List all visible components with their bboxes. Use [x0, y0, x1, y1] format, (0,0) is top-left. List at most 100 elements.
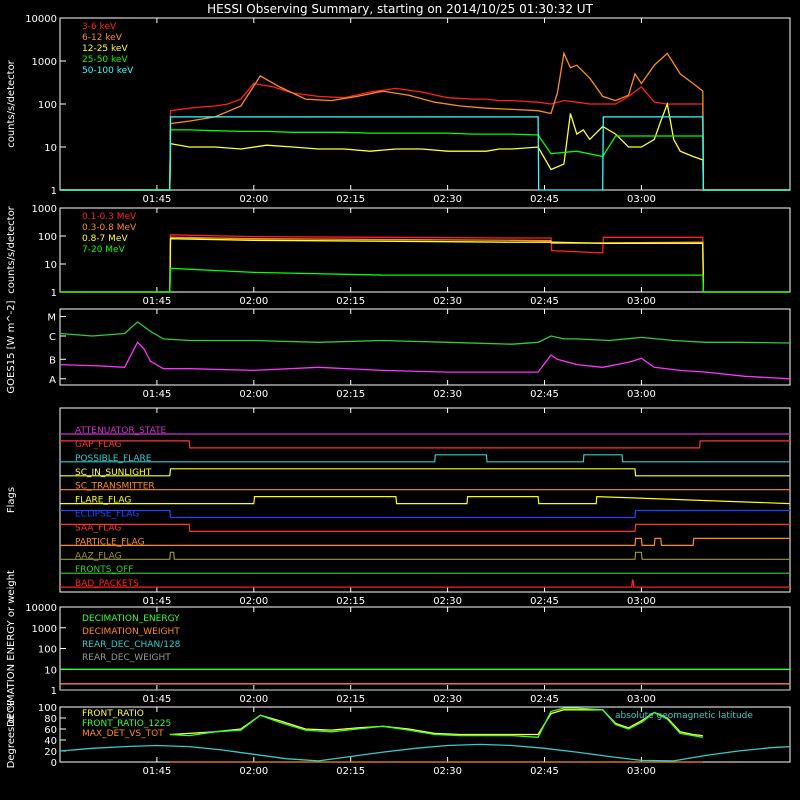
- legend-entry: absolute geomagnetic latitude: [615, 711, 753, 721]
- y-tick-label: 1000: [32, 204, 57, 215]
- goes-class-label: B: [49, 355, 56, 366]
- goes-class-label: A: [49, 375, 56, 386]
- x-tick-label: 02:30: [433, 596, 462, 607]
- x-tick-label: 02:15: [336, 694, 365, 705]
- x-tick-label: 02:45: [530, 194, 559, 205]
- x-tick-label: 02:00: [239, 766, 268, 777]
- panel-hi-energy: 01:45 02:00 02:15 02:30 02:45 03:00 1 10 100 1000…: [6, 204, 791, 307]
- goes-class-label: C: [49, 332, 56, 343]
- x-tick-label: 01:45: [142, 694, 171, 705]
- flag-line: [60, 509, 790, 519]
- legend-entry: 0.8-7 MeV: [82, 234, 128, 244]
- y-axis-label: counts/s/detector: [6, 59, 17, 147]
- flag-line: [60, 495, 791, 505]
- x-tick-label: 02:15: [336, 596, 365, 607]
- flag-line: [60, 579, 790, 588]
- panel-frame: [59, 308, 791, 386]
- y-tick-label: 1: [51, 686, 57, 697]
- y-axis-label: Flags: [6, 487, 17, 513]
- legend-entry: MAX_DET_VS_TOT: [82, 729, 164, 739]
- legend-entry: REAR_DEC_CHAN/128: [82, 640, 181, 650]
- flag-label: FRONTS_OFF: [75, 565, 133, 575]
- series-line: [60, 51, 790, 191]
- legend-entry: 25-50 keV: [82, 55, 128, 65]
- flag-line: [60, 454, 790, 463]
- x-tick-label: 01:45: [142, 194, 171, 205]
- legend-entry: 12-25 keV: [82, 44, 128, 54]
- x-tick-label: 01:45: [142, 596, 171, 607]
- y-tick-label: 100: [38, 645, 57, 656]
- panel-lo-energy: 01:45 02:00 02:15 02:30 02:45 03:00 1 10 100 1000…: [6, 14, 791, 205]
- series-line: [169, 707, 703, 738]
- y-tick-label: 100: [38, 232, 57, 243]
- flag-label: FLARE_FLAG: [75, 496, 131, 506]
- x-tick-label: 02:45: [530, 694, 559, 705]
- legend-entry: DECIMATION_ENERGY: [82, 614, 180, 624]
- flag-line: [60, 523, 790, 533]
- flag-label: ATTENUATOR_STATE: [75, 426, 167, 436]
- y-axis-label: GOES15 [W m^-2]: [6, 300, 17, 393]
- legend-entry: REAR_DEC_WEIGHT: [82, 653, 171, 663]
- x-tick-label: 01:45: [142, 296, 171, 307]
- y-axis-label: DECIMATION ENERGY or weight: [6, 570, 17, 727]
- x-tick-label: 02:30: [433, 296, 462, 307]
- legend-entry: 6-12 keV: [82, 33, 123, 43]
- flag-label: SAA_FLAG: [75, 523, 121, 533]
- x-tick-label: 02:45: [530, 296, 559, 307]
- x-tick-label: 02:00: [239, 389, 268, 400]
- x-tick-label: 03:00: [627, 766, 656, 777]
- x-tick-label: 02:30: [433, 389, 462, 400]
- x-tick-label: 01:45: [142, 389, 171, 400]
- series-line: [59, 321, 791, 345]
- flag-label: AAZ_FLAG: [75, 551, 122, 561]
- flag-label: POSSIBLE_FLARE: [75, 454, 152, 464]
- x-tick-label: 02:45: [530, 766, 559, 777]
- x-tick-label: 02:15: [336, 194, 365, 205]
- y-tick-label: 1000: [32, 57, 57, 68]
- flag-line: [60, 468, 790, 477]
- legend-entry: FRONT_RATIO: [82, 709, 144, 719]
- legend-entry: FRONT_RATIO_1225: [82, 719, 171, 729]
- series-line: [60, 116, 790, 191]
- x-tick-label: 02:00: [239, 296, 268, 307]
- y-tick-label: 1: [51, 186, 57, 197]
- x-tick-label: 03:00: [627, 296, 656, 307]
- flag-label: BAD_PACKETS: [75, 579, 139, 589]
- y-tick-label: 10000: [25, 603, 57, 614]
- x-tick-label: 02:00: [239, 194, 268, 205]
- x-tick-label: 02:00: [239, 694, 268, 705]
- flag-line: [60, 440, 790, 449]
- y-tick-label: 20: [44, 747, 57, 758]
- legend-entry: 3-6 keV: [82, 22, 117, 32]
- series-line: [59, 743, 791, 762]
- panels: 01:45 02:00 02:15 02:30 02:45 03:001101001000…: [6, 14, 791, 777]
- series-line: [60, 267, 790, 293]
- series-line: [60, 129, 790, 191]
- flag-label: SC_IN_SUNLIGHT: [75, 468, 152, 478]
- y-tick-label: 100: [38, 703, 57, 714]
- y-tick-label: 0: [51, 758, 57, 769]
- flag-line: [60, 551, 790, 560]
- x-tick-label: 02:15: [336, 389, 365, 400]
- x-tick-label: 03:00: [627, 389, 656, 400]
- y-tick-label: 10: [44, 143, 57, 154]
- panel-flags: 01:45 02:00 02:15 02:30 02:45 03:00 Flags ATTEN…: [6, 407, 791, 607]
- legend-entry: 7-20 MeV: [82, 245, 126, 255]
- x-tick-label: 02:30: [433, 694, 462, 705]
- y-tick-label: 10: [44, 665, 57, 676]
- x-tick-label: 02:30: [433, 766, 462, 777]
- x-tick-label: 01:45: [142, 766, 171, 777]
- goes-class-label: M: [47, 313, 56, 324]
- panel-decimation: 01:45 02:00 02:15 02:30 02:45 03:001101001000…: [6, 570, 791, 727]
- y-axis-label: counts/s/detector: [6, 205, 17, 293]
- flag-label: GAP_FLAG: [75, 440, 121, 450]
- x-tick-label: 03:00: [627, 194, 656, 205]
- flag-label: SC_TRANSMITTER: [75, 482, 155, 492]
- y-tick-label: 60: [44, 725, 57, 736]
- x-tick-label: 02:00: [239, 596, 268, 607]
- flag-label: PARTICLE_FLAG: [75, 537, 145, 547]
- y-tick-label: 100: [38, 100, 57, 111]
- panel-ratio: 01:45 02:00 02:15 02:30 02:45 03:00 0204060801…: [6, 701, 791, 777]
